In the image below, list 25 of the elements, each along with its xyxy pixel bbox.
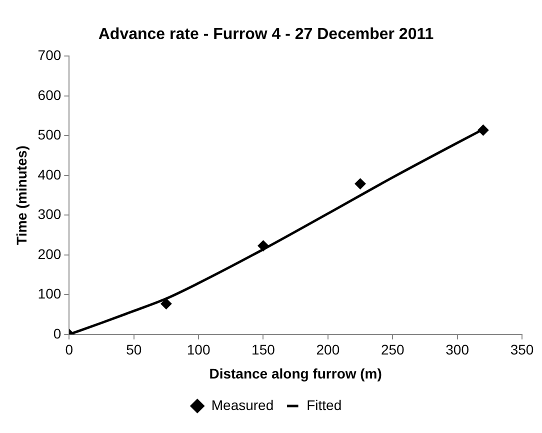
chart-title: Advance rate - Furrow 4 - 27 December 2011: [98, 26, 434, 44]
x-axis-title: Distance along furrow (m): [209, 365, 382, 382]
point: [258, 240, 269, 252]
y-tick-label: 200: [38, 246, 62, 262]
point: [478, 124, 489, 136]
x-tick-label: 250: [380, 342, 405, 358]
x-tick-label: 200: [316, 342, 340, 358]
legend-label: Fitted: [306, 396, 342, 413]
x-tick-label: 150: [252, 342, 276, 358]
y-tick-label: 600: [38, 86, 62, 103]
x-tick-label: 0: [65, 342, 74, 358]
point: [160, 298, 172, 310]
point: [354, 178, 366, 190]
x-tick-label: 100: [186, 342, 210, 358]
x-tick-label: 300: [446, 342, 470, 358]
x-tick-label: 50: [126, 342, 142, 358]
y-tick-label: 400: [38, 166, 62, 182]
y-axis-title: Time (minutes): [13, 146, 30, 245]
x-tick-label: 350: [510, 342, 534, 358]
y-tick-label: 300: [38, 206, 62, 222]
y-tick-label: 0: [53, 325, 62, 342]
y-tick-label: 100: [38, 286, 62, 302]
legend-label: Measured: [211, 396, 274, 413]
y-tick-label: 500: [38, 126, 62, 143]
y-tick-label: 700: [38, 47, 62, 64]
